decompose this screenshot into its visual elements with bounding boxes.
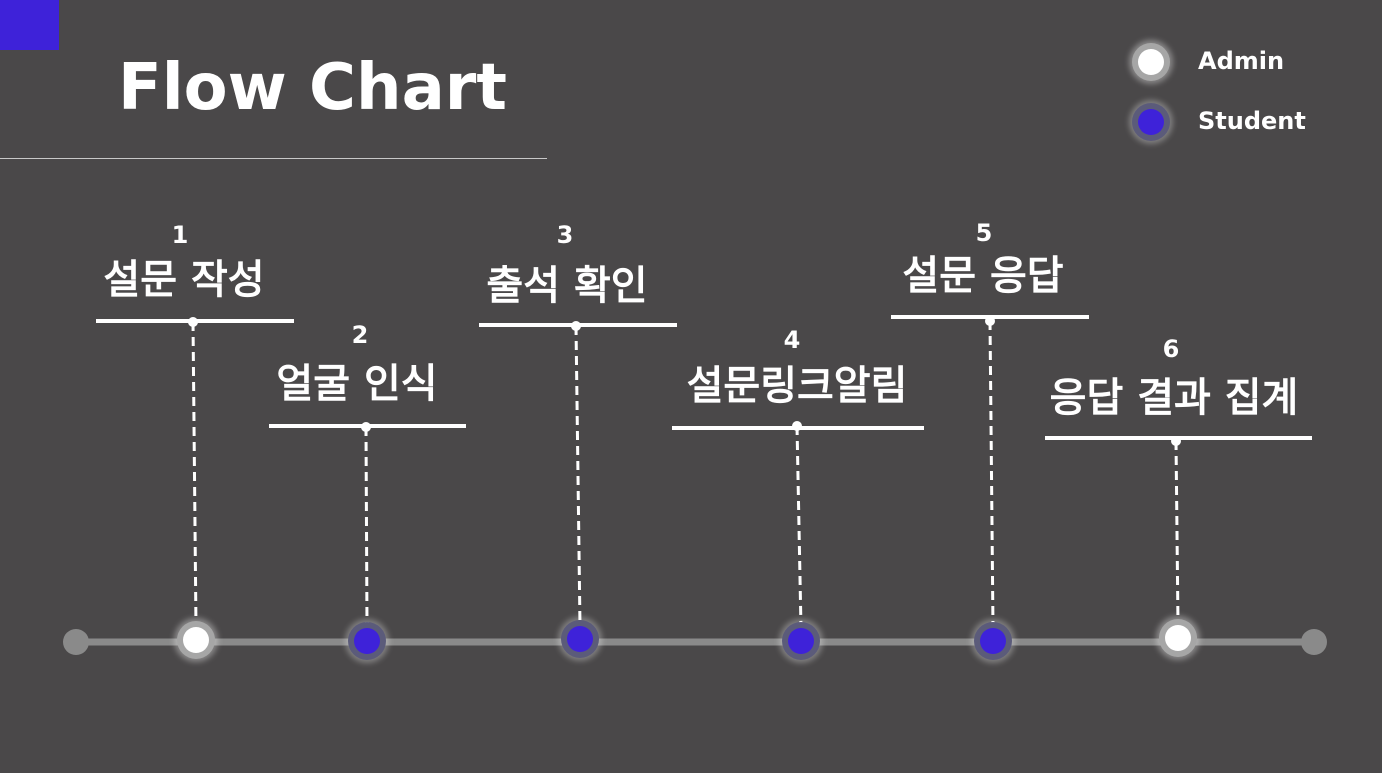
step-4-label: 설문링크알림 [686, 363, 908, 409]
step-1-label: 설문 작성 [103, 257, 265, 303]
step-5-node [971, 619, 1015, 663]
step-6-connector [1174, 440, 1180, 625]
accent-square [0, 0, 59, 50]
timeline-end-cap [1301, 629, 1327, 655]
step-5-number: 5 [975, 219, 993, 247]
timeline-start-cap [63, 629, 89, 655]
step-6-node [1156, 616, 1200, 660]
legend-admin-marker [1129, 40, 1173, 84]
step-1 [96, 317, 294, 662]
legend-student-marker [1129, 100, 1173, 144]
step-6-number: 6 [1162, 335, 1180, 363]
step-4-node [779, 619, 823, 663]
legend-student-label: Student [1198, 107, 1306, 135]
step-5-connector [988, 320, 995, 629]
page-title: Flow Chart [118, 51, 507, 125]
step-2-node [345, 619, 389, 663]
step-3-number: 3 [556, 221, 574, 249]
step-3-connector [574, 325, 582, 627]
step-4-connector [795, 425, 803, 629]
step-3-label: 출석 확인 [486, 263, 648, 309]
step-2-label: 얼굴 인식 [276, 361, 438, 407]
step-1-number: 1 [171, 221, 189, 249]
step-6-label: 응답 결과 집계 [1049, 375, 1299, 421]
step-2-connector [364, 426, 369, 629]
step-1-node [174, 618, 218, 662]
step-5-label: 설문 응답 [902, 253, 1064, 299]
step-3 [479, 321, 677, 661]
legend-admin-label: Admin [1198, 47, 1285, 75]
step-4 [672, 421, 924, 663]
step-6 [1045, 436, 1312, 660]
step-1-connector [191, 321, 198, 629]
step-2 [269, 422, 466, 663]
step-2-number: 2 [351, 321, 369, 349]
step-5 [891, 315, 1089, 663]
step-4-number: 4 [783, 326, 801, 354]
title-divider [0, 158, 547, 159]
step-3-node [558, 617, 602, 661]
